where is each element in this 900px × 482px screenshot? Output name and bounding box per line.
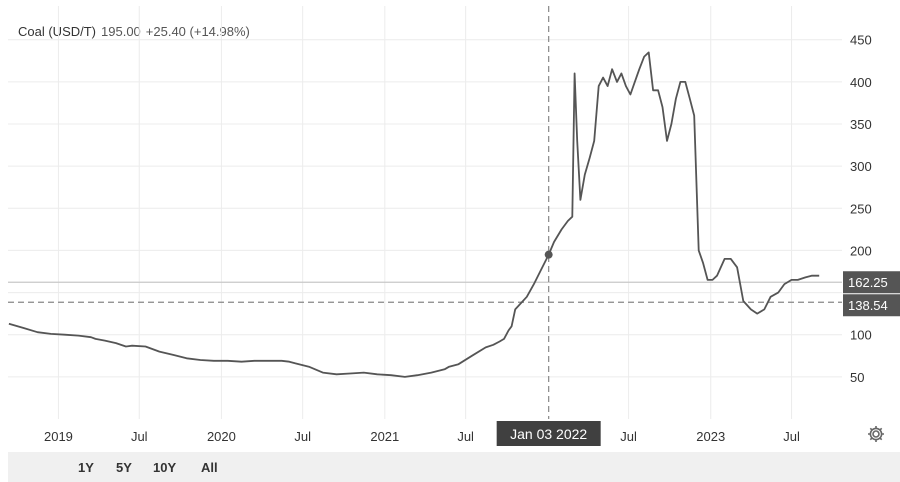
grid [8, 6, 842, 419]
legend-name: Coal (USD/T) [18, 24, 97, 39]
x-tick-label: 2019 [44, 429, 73, 444]
y-tick-label: 250 [850, 201, 872, 216]
series-layer [8, 51, 820, 378]
y-tick-label: 400 [850, 75, 872, 90]
chart-legend: Coal (USD/T) 195.00 +25.40 (+14.98%) [18, 24, 255, 39]
x-tick-label: 2021 [370, 429, 399, 444]
y-tick-label: 100 [850, 328, 872, 343]
legend-change: +25.40 (+14.98%) [145, 24, 250, 39]
crosshair-date-label: Jan 03 2022 [510, 426, 587, 442]
price-tag-box [843, 294, 900, 317]
y-tick-label: 300 [850, 159, 872, 174]
range-selector: 1Y 5Y 10Y All [8, 452, 900, 482]
x-tick-label: Jul [457, 429, 474, 444]
y-axis: 50 100 200 250 300 350 400 450 [850, 33, 872, 385]
series-line [8, 51, 820, 378]
x-tick-label: Jul [783, 429, 800, 444]
price-tag-box [843, 271, 900, 294]
x-tick-label: Jul [131, 429, 148, 444]
crosshair-point [544, 250, 553, 259]
x-tick-label: Jul [294, 429, 311, 444]
price-tag-label: 138.54 [848, 298, 888, 313]
range-5y-button[interactable]: 5Y [116, 460, 132, 475]
price-tag-label: 162.25 [848, 275, 888, 290]
range-1y-button[interactable]: 1Y [78, 460, 94, 475]
y-tick-label: 200 [850, 243, 872, 258]
x-axis: 2019 Jul 2020 Jul 2021 Jul Jul 2023 Jul [44, 429, 800, 444]
price-lines [8, 281, 842, 303]
range-10y-button[interactable]: 10Y [153, 460, 177, 475]
y-tick-label: 350 [850, 117, 872, 132]
range-all-button[interactable]: All [201, 460, 218, 475]
x-tick-label: 2020 [207, 429, 236, 444]
price-tags: 162.25 138.54 Jan 03 2022 [496, 271, 900, 446]
x-tick-label: 2023 [696, 429, 725, 444]
legend-price: 195.00 [101, 24, 141, 39]
settings-gear-icon[interactable] [866, 424, 886, 444]
crosshair-date-box [496, 421, 601, 446]
y-tick-label: 450 [850, 33, 872, 48]
y-tick-label: 50 [850, 370, 864, 385]
x-tick-label: Jul [620, 429, 637, 444]
